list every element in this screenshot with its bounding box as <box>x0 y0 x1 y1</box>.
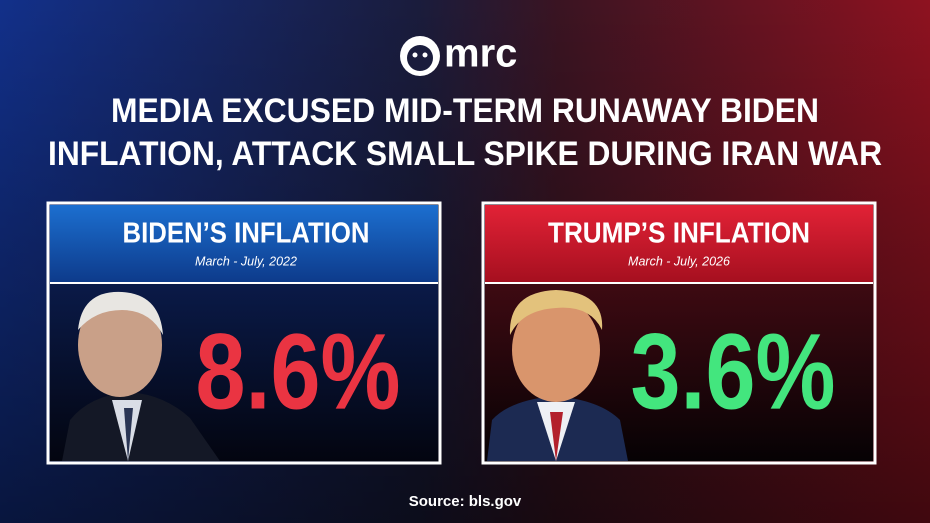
logo-text: mrc <box>444 32 517 76</box>
inflation-value: 8.6% <box>196 311 401 432</box>
panel-title: TRUMP’S INFLATION <box>548 218 810 250</box>
portrait <box>62 291 220 461</box>
panel-header <box>50 205 438 283</box>
panel-subtitle: March - July, 2022 <box>195 254 297 268</box>
title-line: INFLATION, ATTACK SMALL SPIKE DURING IRA… <box>48 135 882 173</box>
portrait <box>487 290 628 461</box>
inflation-value: 3.6% <box>631 311 836 432</box>
panel-border <box>46 201 442 465</box>
panel-title: BIDEN’S INFLATION <box>123 218 370 250</box>
source: Source: bls.gov <box>409 493 522 510</box>
panel: TRUMP’S INFLATION March - July, 2026 3.6… <box>481 201 877 465</box>
panel: BIDEN’S INFLATION March - July, 2022 8.6… <box>46 201 442 465</box>
logo: mrc <box>400 32 517 76</box>
panel-header <box>485 205 873 283</box>
logo-eye <box>412 52 418 58</box>
panel-border <box>481 201 877 465</box>
panel-subtitle: March - July, 2026 <box>628 254 730 268</box>
logo-eye <box>422 52 428 58</box>
title-line: MEDIA EXCUSED MID-TERM RUNAWAY BIDEN <box>111 92 819 130</box>
logo-face <box>407 45 433 71</box>
